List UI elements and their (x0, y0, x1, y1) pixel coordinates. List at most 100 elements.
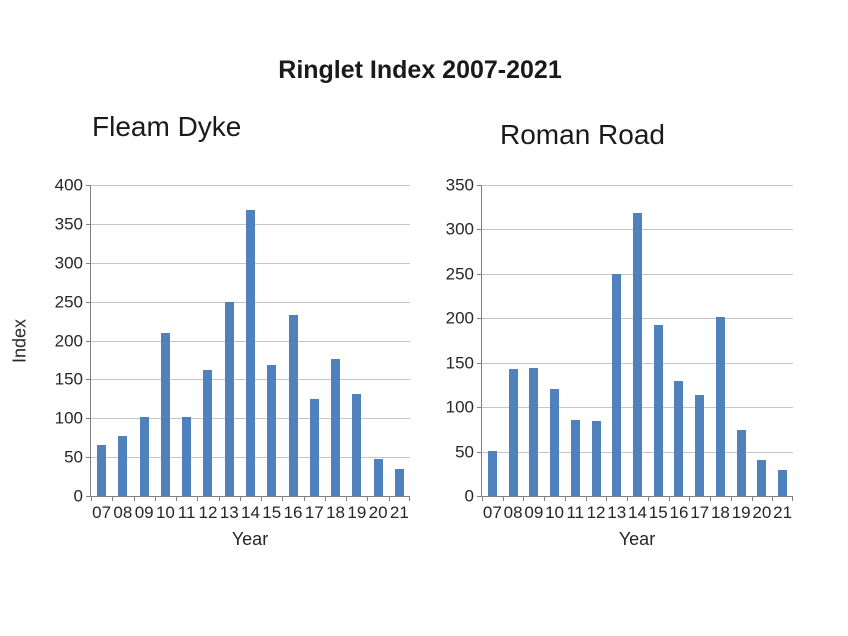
x-tick-label: 14 (241, 503, 260, 522)
plot-area: 0 50 100 150 200 250 300 350 400 07 08 09 10 11 12 13 14… (55, 177, 410, 521)
x-tick-label: 17 (690, 503, 710, 522)
bar (352, 394, 362, 496)
x-axis-tick (710, 496, 711, 501)
x-tick-label: 12 (586, 503, 606, 522)
plot-area: 0 50 100 150 200 250 300 350 07 08 09 10 11 12 13 14 15 1… (446, 177, 793, 521)
y-tick-label: 100 (54, 408, 83, 428)
bar (570, 419, 580, 496)
x-axis-tick (523, 496, 524, 501)
y-axis-tick (86, 496, 91, 497)
x-tick-label: 14 (628, 503, 647, 522)
x-axis-label: Year (618, 529, 656, 549)
x-axis-tick (772, 496, 773, 501)
y-axis-tick (86, 224, 91, 225)
chart-roman-road: Roman Road 0 50 100 150 200 250 300 350 07 08 09 10… (446, 119, 793, 549)
bar (182, 416, 192, 496)
y-tick-label: 50 (455, 442, 474, 462)
x-tick-label: 16 (283, 503, 303, 522)
x-tick-label: 09 (524, 503, 544, 522)
x-axis-tick (503, 496, 504, 501)
bar (591, 421, 601, 496)
x-tick-label: 08 (503, 503, 523, 522)
x-tick-label: 16 (669, 503, 689, 522)
y-axis-tick (86, 341, 91, 342)
x-tick-label: 19 (347, 503, 367, 522)
x-axis-tick (731, 496, 732, 501)
y-axis-tick (86, 379, 91, 380)
x-tick-label: 18 (326, 503, 346, 522)
bar (373, 459, 383, 496)
x-axis-tick (304, 496, 305, 501)
x-tick-label: 10 (545, 503, 565, 522)
x-axis-tick (261, 496, 262, 501)
x-axis-tick (752, 496, 753, 501)
x-axis-tick (409, 496, 410, 501)
bar (331, 359, 341, 496)
bar (778, 470, 788, 496)
y-axis-tick (477, 407, 482, 408)
x-tick-label: 15 (262, 503, 282, 522)
x-axis-tick (134, 496, 135, 501)
x-tick-label: 17 (304, 503, 324, 522)
bar (203, 370, 213, 496)
y-tick-label: 0 (73, 486, 83, 506)
x-axis-label: Year (231, 529, 269, 549)
x-axis-tick (219, 496, 220, 501)
bar (487, 450, 497, 496)
y-tick-label: 400 (54, 175, 83, 195)
y-tick-label: 150 (54, 369, 83, 389)
bar (97, 445, 107, 496)
bar (757, 459, 767, 496)
bar (118, 436, 128, 496)
x-axis-tick (91, 496, 92, 501)
bar (550, 389, 560, 496)
bar (267, 365, 277, 496)
y-axis-tick (477, 452, 482, 453)
gridline (91, 185, 410, 186)
page-title: Ringlet Index 2007-2021 (278, 56, 562, 84)
bar (394, 468, 404, 496)
x-axis-tick (544, 496, 545, 501)
x-tick-label: 15 (648, 503, 668, 522)
bar (246, 209, 255, 496)
y-axis-tick (86, 457, 91, 458)
bar (309, 398, 319, 496)
y-tick-label: 300 (54, 253, 83, 273)
x-axis-tick (389, 496, 390, 501)
x-tick-label: 11 (566, 503, 585, 522)
x-axis-tick (482, 496, 483, 501)
bar (160, 332, 170, 496)
x-tick-label: 13 (219, 503, 239, 522)
y-tick-label: 250 (54, 292, 83, 312)
y-tick-label: 300 (445, 219, 474, 239)
x-tick-label: 20 (752, 503, 772, 522)
bar (612, 273, 622, 496)
y-axis-tick (477, 318, 482, 319)
bar (633, 213, 642, 496)
bar (288, 314, 298, 496)
x-tick-label: 12 (198, 503, 218, 522)
x-tick-label: 13 (607, 503, 627, 522)
y-tick-label: 200 (54, 331, 83, 351)
bar (695, 394, 705, 496)
y-tick-label: 350 (445, 175, 474, 195)
chart-title: Fleam Dyke (92, 111, 242, 142)
gridline (482, 185, 793, 186)
x-axis-tick (792, 496, 793, 501)
bar (224, 301, 234, 496)
x-axis-tick (689, 496, 690, 501)
x-tick-label: 07 (92, 503, 112, 522)
y-tick-label: 200 (445, 308, 474, 328)
bar (139, 416, 149, 496)
x-axis-tick (346, 496, 347, 501)
y-tick-label: 150 (445, 353, 474, 373)
y-tick-label: 50 (64, 447, 83, 467)
y-axis-tick (477, 363, 482, 364)
y-axis-tick (477, 496, 482, 497)
y-axis-tick (86, 185, 91, 186)
bar (715, 317, 725, 496)
x-axis-tick (325, 496, 326, 501)
x-axis-tick (112, 496, 113, 501)
y-axis-tick (86, 302, 91, 303)
